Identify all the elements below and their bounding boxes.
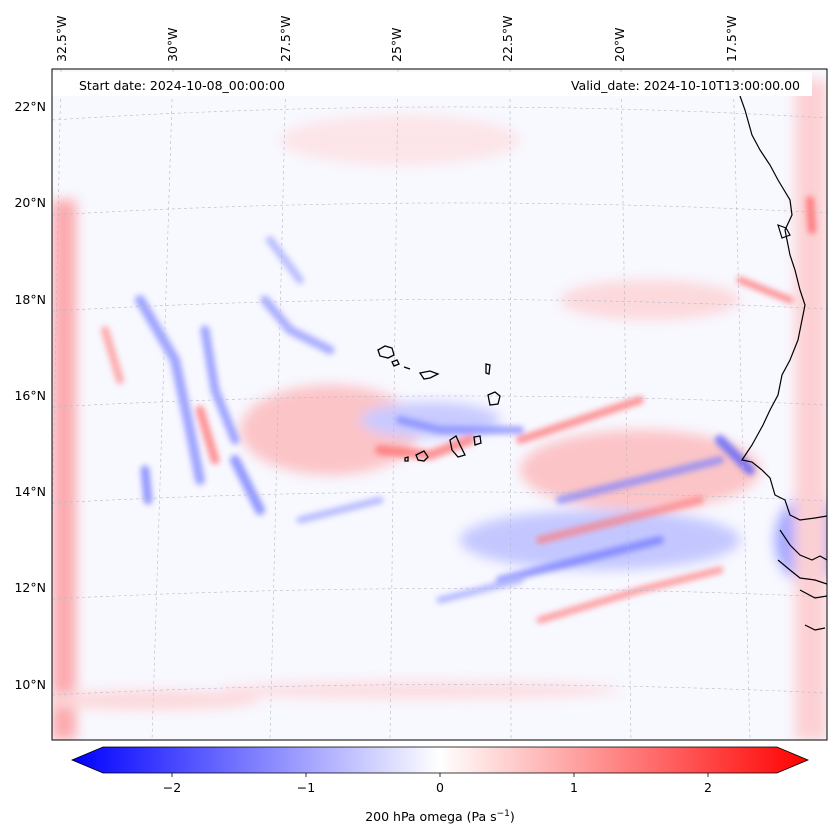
cb-label-1: 1 — [570, 780, 578, 795]
lat-label-20: 20°N — [14, 195, 46, 210]
island-sao-vicente — [391, 359, 400, 367]
cb-label-0: 0 — [436, 780, 444, 795]
valid-date-label: Valid_date: 2024-10-10T13:00:00.00 — [571, 78, 800, 93]
coastlines — [739, 95, 827, 631]
lon-label-25: 25°W — [389, 27, 404, 62]
west-edge-positive-band — [52, 200, 76, 740]
coast-island-north — [777, 224, 791, 239]
grid-lon-25 — [389, 69, 399, 740]
positive-region-central — [240, 385, 420, 475]
island-fogo — [415, 450, 429, 462]
grid-lon-27-5 — [269, 69, 287, 740]
header-band — [52, 72, 812, 96]
cb-label-neg2: −2 — [163, 780, 181, 795]
coastline-islands-south — [799, 589, 827, 599]
colorbar: −2 −1 0 1 2 200 hPa omega (Pa s−1) — [70, 746, 810, 824]
lat-label-16: 16°N — [14, 388, 46, 403]
map-frame — [51, 68, 828, 741]
lon-label-20: 20°W — [612, 27, 627, 62]
island-santa-luzia — [403, 366, 411, 370]
lon-label-27-5: 27.5°W — [278, 16, 293, 62]
grid-lon-22-5 — [509, 69, 512, 740]
island-santo-antao — [377, 345, 395, 359]
island-sal — [485, 363, 491, 375]
lon-label-30: 30°W — [165, 27, 180, 62]
coastline-guinea-bissau — [779, 529, 827, 561]
start-date-label: Start date: 2024-10-08_00:00:00 — [79, 78, 285, 93]
coastline-bijagos — [804, 624, 826, 631]
lat-label-18: 18°N — [14, 292, 46, 307]
island-boa-vista — [487, 391, 501, 406]
africa-coastline — [739, 95, 827, 521]
island-brava — [404, 456, 409, 462]
lat-label-14: 14°N — [14, 484, 46, 499]
grid-lat-20 — [52, 202, 827, 216]
lon-label-22-5: 22.5°W — [500, 16, 515, 62]
positive-region-northeast — [560, 280, 740, 320]
positive-region-east — [520, 430, 760, 510]
cb-label-neg1: −1 — [297, 780, 315, 795]
latitude-labels: 22°N 20°N 18°N 16°N 14°N 12°N 10°N — [14, 99, 46, 692]
grid-lon-17-5 — [732, 69, 751, 740]
positive-region-north — [280, 115, 520, 165]
colorbar-ticks — [171, 773, 709, 777]
lon-label-17-5: 17.5°W — [724, 16, 739, 62]
cb-label-2: 2 — [704, 780, 712, 795]
grid-lon-30 — [151, 69, 174, 740]
graticule — [52, 69, 827, 740]
lat-label-10: 10°N — [14, 677, 46, 692]
island-santiago — [449, 435, 466, 458]
positive-band-south-2 — [220, 681, 620, 699]
grid-lat-10 — [52, 684, 827, 696]
cape-verde-islands — [377, 345, 501, 462]
colorbar-title-end: ) — [510, 809, 515, 824]
grid-lat-14 — [52, 491, 827, 504]
colorbar-title-main: 200 hPa omega (Pa s — [365, 809, 496, 824]
lat-label-12: 12°N — [14, 580, 46, 595]
lat-label-22: 22°N — [14, 99, 46, 114]
negative-region-east — [460, 510, 740, 570]
east-edge-positive-band — [795, 80, 827, 740]
colorbar-title-sup: −1 — [497, 809, 510, 819]
grid-lat-18 — [52, 299, 827, 312]
positive-band-south — [52, 690, 260, 710]
longitude-labels: 32.5°W 30°W 27.5°W 25°W 22.5°W 20°W 17.5… — [54, 16, 739, 62]
omega-field — [52, 80, 827, 740]
coastline-river — [777, 559, 827, 585]
island-sao-nicolau — [418, 370, 440, 380]
lon-label-32-5: 32.5°W — [54, 16, 69, 62]
island-maio — [473, 435, 482, 446]
colorbar-title: 200 hPa omega (Pa s−1) — [365, 809, 515, 824]
grid-lon-20 — [620, 69, 632, 740]
grid-lat-12 — [52, 588, 827, 600]
colorbar-bar — [70, 746, 810, 774]
